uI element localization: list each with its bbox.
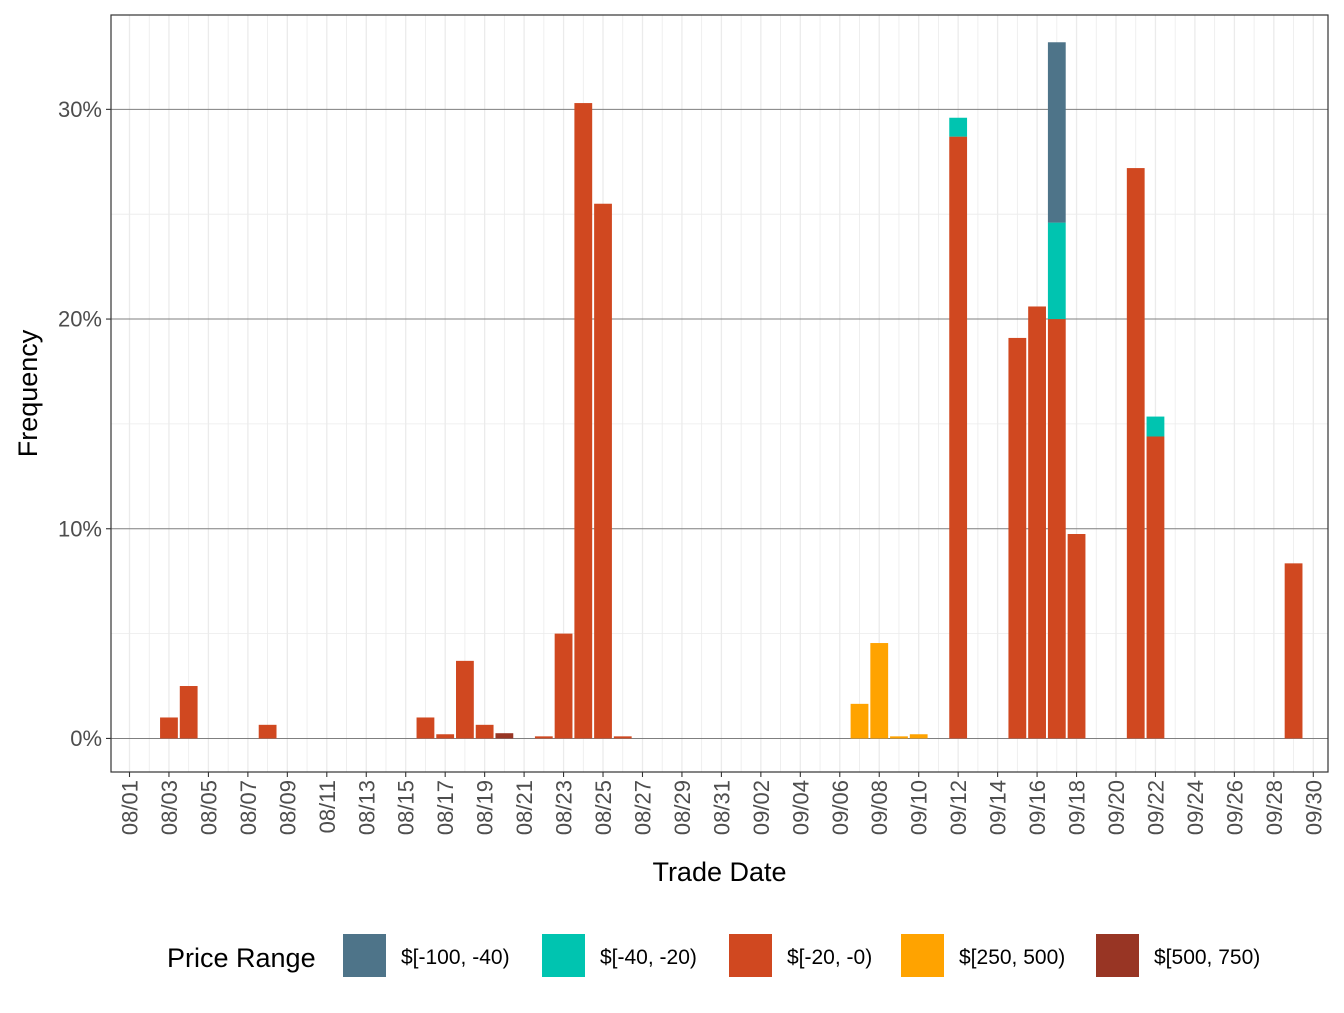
bar-08-18 xyxy=(456,660,474,739)
x-tick-label: 09/16 xyxy=(1025,780,1050,835)
bar-09-22 xyxy=(1146,436,1165,739)
x-tick-label: 08/03 xyxy=(157,780,182,835)
legend-label: $[-40, -20) xyxy=(600,946,697,969)
bars-layer xyxy=(160,42,1303,739)
legend-label: $[-100, -40) xyxy=(401,946,510,969)
bar-08-24 xyxy=(574,103,593,739)
x-tick-label: 09/28 xyxy=(1262,780,1287,835)
x-tick-label: 09/04 xyxy=(788,780,813,835)
y-tick-label: 30% xyxy=(58,97,102,122)
bar-08-22 xyxy=(534,736,553,739)
x-tick-label: 09/14 xyxy=(986,780,1011,835)
legend-label: $[500, 750) xyxy=(1154,946,1260,969)
bar-09-17 xyxy=(1047,42,1066,223)
bar-09-29 xyxy=(1284,563,1303,739)
bar-09-10 xyxy=(909,734,928,739)
x-tick-label: 09/26 xyxy=(1222,780,1247,835)
bar-09-18 xyxy=(1067,534,1086,739)
x-tick-label: 09/08 xyxy=(867,780,892,835)
x-tick-label: 08/05 xyxy=(196,780,221,835)
legend-label: $[250, 500) xyxy=(959,946,1065,969)
x-tick-label: 08/25 xyxy=(591,780,616,835)
bar-09-17 xyxy=(1047,222,1066,320)
x-tick-label: 08/01 xyxy=(118,780,143,835)
legend-key xyxy=(729,934,772,977)
legend-label: $[-20, -0) xyxy=(787,946,872,969)
x-tick-label: 08/21 xyxy=(512,780,537,835)
bar-08-26 xyxy=(613,736,632,739)
x-tick-label: 08/27 xyxy=(630,780,655,835)
legend-key xyxy=(1096,934,1139,977)
legend-title: Price Range xyxy=(167,943,316,973)
plot-panel-border xyxy=(110,14,1329,773)
x-tick-label: 09/20 xyxy=(1104,780,1129,835)
bar-08-03 xyxy=(160,717,178,739)
x-tick-label: 09/18 xyxy=(1065,780,1090,835)
x-tick-label: 08/13 xyxy=(354,780,379,835)
y-tick-label: 0% xyxy=(70,726,102,751)
bar-09-21 xyxy=(1126,168,1145,739)
x-tick-label: 08/09 xyxy=(275,780,300,835)
bar-09-07 xyxy=(850,703,869,739)
bar-09-17 xyxy=(1047,319,1066,739)
axis-layer: 0% 10% 20% 30% 08/01 08/03 08/05 08/07 08/09 08/1… xyxy=(58,97,1326,835)
legend-key xyxy=(901,934,944,977)
x-tick-label: 08/31 xyxy=(709,780,734,835)
x-tick-label: 09/12 xyxy=(946,780,971,835)
x-tick-label: 09/22 xyxy=(1143,780,1168,835)
y-axis-title: Frequency xyxy=(13,329,43,457)
bar-08-19 xyxy=(475,724,494,739)
x-tick-label: 08/17 xyxy=(433,780,458,835)
x-tick-label: 08/29 xyxy=(670,780,695,835)
x-tick-label: 09/24 xyxy=(1183,780,1208,835)
x-tick-label: 09/06 xyxy=(828,780,853,835)
x-tick-label: 08/23 xyxy=(552,780,577,835)
bar-08-16 xyxy=(416,717,435,739)
bar-09-08 xyxy=(870,643,889,739)
bar-09-12 xyxy=(949,117,968,137)
x-tick-label: 09/30 xyxy=(1301,780,1326,835)
bar-08-04 xyxy=(179,686,198,739)
bar-08-20 xyxy=(495,733,514,739)
bar-09-12 xyxy=(949,136,968,739)
bar-08-08 xyxy=(258,724,277,739)
legend: Price Range $[-100, -40) $[-40, -20) $[-20… xyxy=(167,934,1260,977)
bar-09-15 xyxy=(1008,337,1027,739)
bar-09-22 xyxy=(1146,416,1165,437)
bar-09-09 xyxy=(890,736,908,739)
legend-key xyxy=(542,934,585,977)
bar-08-23 xyxy=(554,633,573,739)
legend-key xyxy=(343,934,386,977)
x-tick-label: 08/19 xyxy=(473,780,498,835)
x-tick-label: 08/07 xyxy=(236,780,261,835)
x-tick-label: 09/10 xyxy=(907,780,932,835)
y-tick-label: 10% xyxy=(58,516,102,541)
x-tick-label: 08/11 xyxy=(315,780,340,833)
grid-layer xyxy=(111,15,1328,772)
x-tick-label: 09/02 xyxy=(749,780,774,835)
bar-08-17 xyxy=(436,734,455,739)
x-tick-label: 08/15 xyxy=(394,780,419,835)
bar-09-16 xyxy=(1028,306,1046,739)
y-tick-label: 20% xyxy=(58,307,102,332)
x-axis-title: Trade Date xyxy=(652,857,786,887)
bar-08-25 xyxy=(594,203,612,739)
